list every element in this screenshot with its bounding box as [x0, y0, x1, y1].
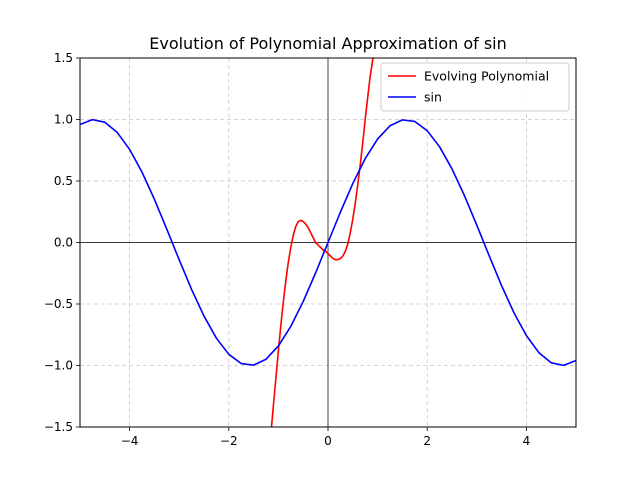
x-tick-label: 2 [423, 434, 431, 448]
series-line-evolving-polynomial [270, 58, 374, 427]
legend-label: sin [424, 90, 442, 105]
chart-title: Evolution of Polynomial Approximation of… [149, 34, 507, 53]
x-tick-label: −4 [121, 434, 139, 448]
legend-label: Evolving Polynomial [424, 69, 549, 84]
series-line-sin [80, 118, 576, 367]
y-tick-label: 0.5 [54, 174, 73, 188]
x-tick-label: 4 [523, 434, 531, 448]
legend-box [380, 62, 570, 112]
y-tick-label: −1.0 [44, 359, 73, 373]
axis-ticks: −4 −2 0 2 4 −1.5 −1.0 −0.5 0.0 0.5 1.0 1.5 [44, 51, 530, 448]
y-tick-label: 1.5 [54, 51, 73, 65]
x-tick-label: 0 [324, 434, 332, 448]
y-tick-label: 1.0 [54, 113, 73, 127]
y-tick-label: 0.0 [54, 236, 73, 250]
y-tick-label: −0.5 [44, 297, 73, 311]
y-tick-label: −1.5 [44, 420, 73, 434]
legend: Evolving Polynomial sin [380, 62, 570, 112]
series-layer [80, 58, 576, 427]
x-tick-label: −2 [220, 434, 238, 448]
